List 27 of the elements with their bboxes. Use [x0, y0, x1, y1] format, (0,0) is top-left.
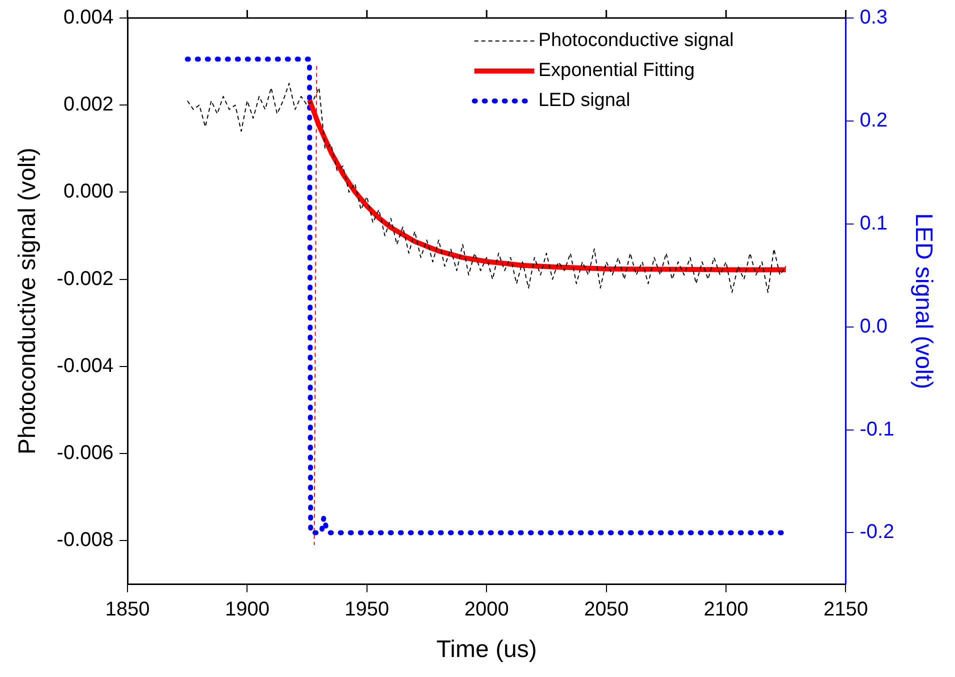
- y-tick-label: 0.000: [63, 180, 114, 203]
- y-tick-label: -0.002: [56, 268, 114, 290]
- y2-tick-label: 0.2: [860, 109, 888, 132]
- legend-label: Photoconductive signal: [538, 30, 734, 52]
- x-axis-title: Time (us): [436, 636, 537, 664]
- y-tick-label: 0.002: [63, 94, 114, 116]
- x-tick-label: 2000: [464, 598, 509, 621]
- x-tick-label: 2150: [823, 598, 868, 621]
- y-axis-title: Photoconductive signal (volt): [14, 148, 42, 455]
- y2-tick-label: -0.1: [860, 418, 894, 440]
- y-tick-label: -0.006: [56, 442, 114, 464]
- y2-tick-label: 0.1: [860, 212, 888, 234]
- x-tick-label: 2100: [704, 598, 748, 621]
- x-tick-label: 2050: [584, 598, 629, 621]
- y2-tick-label: 0.0: [860, 315, 888, 338]
- y2-tick-label: 0.3: [860, 6, 888, 29]
- legend-label: Exponential Fitting: [538, 60, 695, 82]
- x-tick-label: 1850: [105, 598, 150, 621]
- legend-label: LED signal: [538, 90, 630, 112]
- y-tick-label: -0.008: [56, 529, 114, 552]
- y-tick-label: 0.004: [63, 6, 114, 29]
- y-tick-label: -0.004: [56, 354, 114, 377]
- y2-axis-title: LED signal (volt): [910, 213, 937, 390]
- line-series: [186, 82, 786, 293]
- x-tick-label: 1950: [344, 598, 390, 621]
- x-tick-label: 1900: [224, 598, 270, 621]
- y2-tick-label: -0.2: [860, 521, 894, 544]
